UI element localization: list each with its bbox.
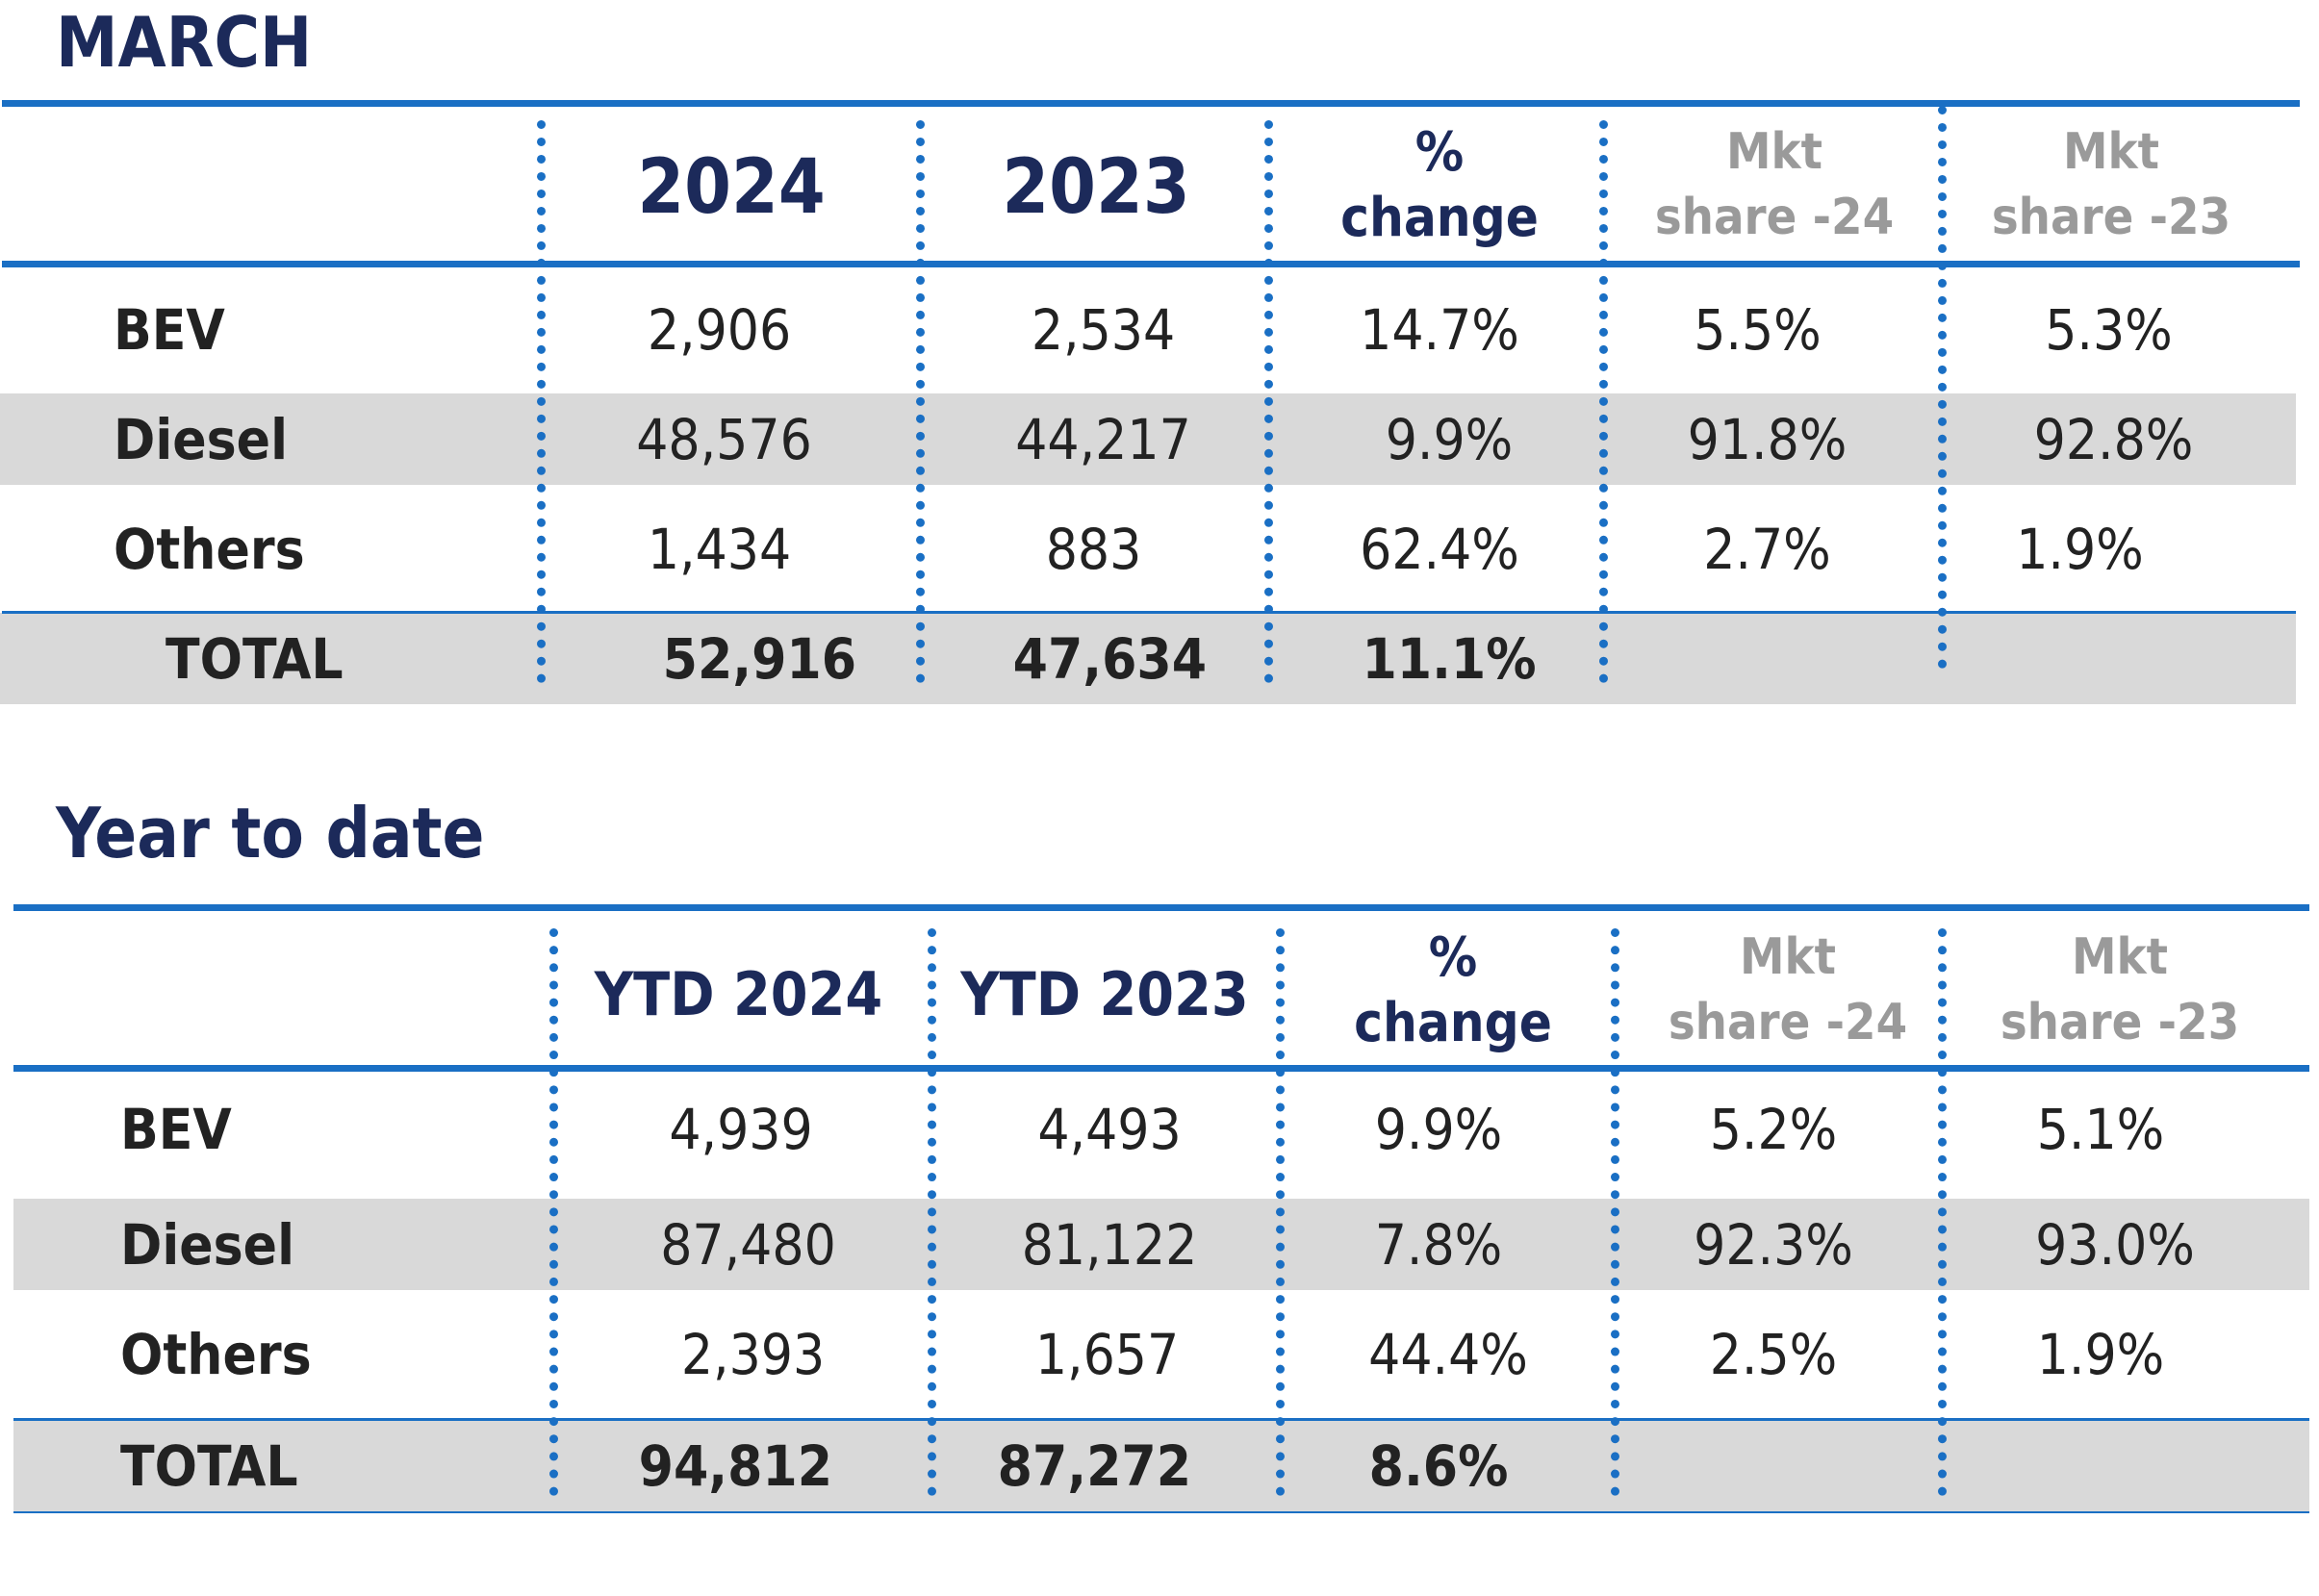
cell-value: 93.0% xyxy=(2035,1211,2195,1278)
cell-value: 5.3% xyxy=(2045,296,2173,363)
row-band-total xyxy=(13,1420,2309,1511)
row-label-others: Others xyxy=(114,516,305,582)
cell-value: 9.9% xyxy=(1374,1096,1503,1162)
header-bottom-rule xyxy=(13,1065,2309,1072)
cell-value: 1.9% xyxy=(2016,516,2144,582)
cell-value: 92.8% xyxy=(2033,406,2194,472)
cell-total: 8.6% xyxy=(1368,1432,1509,1499)
cell-value: 1,657 xyxy=(1034,1321,1180,1387)
header-mkt23-line2: share -23 xyxy=(1991,188,2231,246)
cell-value: 1.9% xyxy=(2036,1321,2165,1387)
cell-total: 11.1% xyxy=(1362,625,1537,692)
column-separator xyxy=(1938,106,1947,669)
column-separator xyxy=(549,928,558,1496)
row-label-diesel: Diesel xyxy=(120,1211,294,1278)
cell-value: 5.1% xyxy=(2036,1096,2165,1162)
header-mkt23-line1: Mkt xyxy=(2062,122,2160,181)
header-pct-change: % change xyxy=(1276,111,1603,260)
march-section: MARCH 2024 2023 % change Mkt share -24 M… xyxy=(0,0,2319,731)
table-bottom-rule xyxy=(13,1511,2309,1513)
cell-value: 81,122 xyxy=(1021,1211,1198,1278)
header-mkt24-line1: Mkt xyxy=(1725,122,1823,181)
header-top-rule xyxy=(13,904,2309,911)
cell-total: 52,916 xyxy=(662,625,856,692)
cell-value: 9.9% xyxy=(1385,406,1514,472)
column-separator xyxy=(1611,928,1619,1496)
header-mkt-share-24: Mkt share -24 xyxy=(1611,111,1938,260)
header-pct-symbol: % xyxy=(1428,926,1478,990)
march-title: MARCH xyxy=(56,2,313,83)
cell-value: 44,217 xyxy=(1015,406,1191,472)
cell-value: 2,906 xyxy=(647,296,792,363)
row-label-diesel: Diesel xyxy=(114,406,288,472)
header-mkt23-line2: share -23 xyxy=(2000,993,2240,1051)
cell-value: 48,576 xyxy=(636,406,812,472)
column-separator xyxy=(916,120,925,683)
header-ytd-2024: YTD 2024 xyxy=(594,959,883,1029)
row-label-bev: BEV xyxy=(114,296,225,363)
column-separator xyxy=(1599,120,1608,683)
cell-value: 4,493 xyxy=(1037,1096,1182,1162)
header-mkt-share-23: Mkt share -23 xyxy=(1948,111,2275,260)
header-mkt23-line1: Mkt xyxy=(2071,927,2169,986)
cell-total: 87,272 xyxy=(997,1432,1191,1499)
ytd-section: Year to date YTD 2024 YTD 2023 % change … xyxy=(0,770,2319,1539)
cell-value: 2.7% xyxy=(1703,516,1831,582)
column-separator xyxy=(537,120,546,683)
cell-value: 5.5% xyxy=(1694,296,1822,363)
cell-value: 7.8% xyxy=(1374,1211,1503,1278)
total-top-rule xyxy=(2,611,2296,614)
cell-value: 1,434 xyxy=(647,516,792,582)
cell-value: 92.3% xyxy=(1694,1211,1853,1278)
header-top-rule xyxy=(2,100,2300,107)
column-separator xyxy=(1938,928,1947,1496)
header-pct-word: change xyxy=(1340,186,1539,249)
cell-value: 4,939 xyxy=(669,1096,813,1162)
header-mkt24-line2: share -24 xyxy=(1668,993,1908,1051)
cell-value: 91.8% xyxy=(1687,406,1848,472)
cell-value: 2.5% xyxy=(1709,1321,1838,1387)
cell-total: 47,634 xyxy=(1012,625,1207,692)
row-label-total: TOTAL xyxy=(166,625,344,692)
header-pct-symbol: % xyxy=(1414,121,1465,185)
column-separator xyxy=(928,928,936,1496)
cell-value: 87,480 xyxy=(660,1211,836,1278)
row-label-bev: BEV xyxy=(120,1096,232,1162)
cell-total: 94,812 xyxy=(638,1432,832,1499)
column-separator xyxy=(1276,928,1285,1496)
row-label-others: Others xyxy=(120,1321,312,1387)
cell-value: 62.4% xyxy=(1360,516,1519,582)
column-separator xyxy=(1264,120,1273,683)
header-mkt-share-24: Mkt share -24 xyxy=(1624,916,1951,1065)
row-band-total xyxy=(0,613,2296,704)
cell-value: 44.4% xyxy=(1368,1321,1528,1387)
header-2024: 2024 xyxy=(637,144,826,231)
header-pct-word: change xyxy=(1354,991,1552,1054)
cell-value: 2,393 xyxy=(680,1321,826,1387)
cell-value: 5.2% xyxy=(1709,1096,1838,1162)
header-ytd-2023: YTD 2023 xyxy=(960,959,1249,1029)
header-bottom-rule xyxy=(2,261,2300,267)
row-band-diesel xyxy=(0,393,2296,485)
ytd-title: Year to date xyxy=(56,793,485,874)
header-mkt24-line2: share -24 xyxy=(1654,188,1895,246)
header-pct-change: % change xyxy=(1289,916,1617,1065)
row-label-total: TOTAL xyxy=(120,1432,298,1499)
total-top-rule xyxy=(13,1418,2309,1421)
row-band-diesel xyxy=(13,1199,2309,1290)
header-mkt-share-23: Mkt share -23 xyxy=(1951,916,2288,1065)
cell-value: 2,534 xyxy=(1031,296,1176,363)
cell-value: 14.7% xyxy=(1360,296,1519,363)
header-mkt24-line1: Mkt xyxy=(1739,927,1837,986)
cell-value: 883 xyxy=(1045,516,1142,582)
header-2023: 2023 xyxy=(1002,144,1190,231)
